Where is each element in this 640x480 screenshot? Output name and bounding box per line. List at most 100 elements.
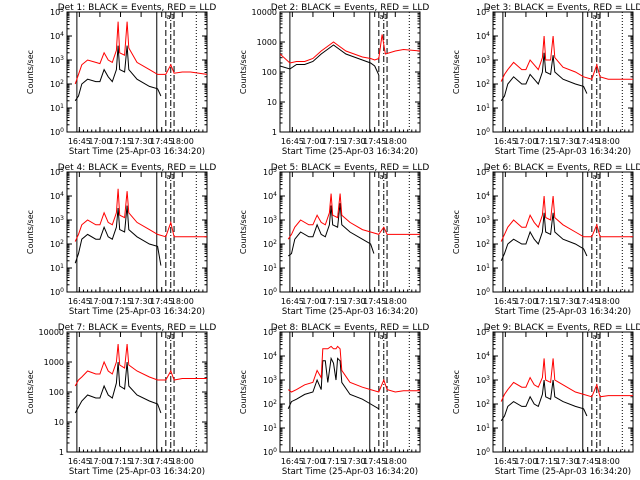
panel-title: Det 9: BLACK = Events, RED = LLD xyxy=(484,323,640,333)
x-axis-label: Start Time (25-Apr-03 16:34:20) xyxy=(282,467,418,477)
y-tick-label: 1000 xyxy=(44,358,64,367)
x-axis-label: Start Time (25-Apr-03 16:34:20) xyxy=(282,147,418,157)
x-tick-label: 17:30 xyxy=(556,457,579,466)
x-tick-label: 18:00 xyxy=(171,297,194,306)
y-tick-label: 103 xyxy=(50,55,64,65)
y-tick-label: 104 xyxy=(476,191,490,201)
y-tick-label: 105 xyxy=(476,167,490,177)
y-tick-label: 100 xyxy=(50,287,64,297)
detector-panel-2: 1 10 100 1000 10000 16:4517:0017:1517:3017:45… xyxy=(239,3,429,157)
panel-title: Det 4: BLACK = Events, RED = LLD xyxy=(58,163,217,173)
y-tick-label: 105 xyxy=(263,167,277,177)
x-tick-label: 17:30 xyxy=(343,297,366,306)
x-tick-label: 17:45 xyxy=(576,297,599,306)
series-line-events xyxy=(287,356,380,410)
x-tick-label: 17:30 xyxy=(130,457,153,466)
y-tick-label: 100 xyxy=(263,287,277,297)
series-line-lld xyxy=(500,195,633,242)
y-tick-label: 104 xyxy=(476,31,490,41)
x-tick-label: 17:30 xyxy=(130,297,153,306)
x-tick-label: 17:45 xyxy=(363,297,386,306)
y-tick-label: 100 xyxy=(49,388,64,397)
x-tick-label: 17:00 xyxy=(301,137,324,146)
plot-frame xyxy=(279,331,421,453)
y-axis-label: Counts/sec xyxy=(26,210,35,254)
x-tick-label: 17:45 xyxy=(576,137,599,146)
y-tick-label: 100 xyxy=(50,127,64,137)
x-axis-label: Start Time (25-Apr-03 16:34:20) xyxy=(69,147,205,157)
x-tick-label: 17:15 xyxy=(322,297,345,306)
y-axis-label: Counts/sec xyxy=(239,370,248,414)
y-tick-label: 103 xyxy=(476,55,490,65)
x-tick-label: 18:00 xyxy=(384,457,407,466)
series-line-lld xyxy=(74,188,207,242)
y-axis-label: Counts/sec xyxy=(26,50,35,94)
y-tick-label: 10 xyxy=(267,98,277,107)
plot-frame xyxy=(66,171,208,293)
x-tick-label: 17:15 xyxy=(535,297,558,306)
x-tick-label: 17:45 xyxy=(363,457,386,466)
series-line-lld xyxy=(287,193,420,240)
y-tick-label: 103 xyxy=(263,375,277,385)
series-line-lld xyxy=(74,21,207,85)
y-axis-label: Counts/sec xyxy=(26,370,35,414)
panel-title: Det 6: BLACK = Events, RED = LLD xyxy=(484,163,640,173)
y-tick-label: 101 xyxy=(50,103,64,113)
y-tick-label: 104 xyxy=(263,191,277,201)
y-tick-label: 102 xyxy=(263,239,277,249)
x-tick-label: 17:30 xyxy=(130,137,153,146)
flag-label: a1 xyxy=(379,173,388,181)
x-tick-label: 17:30 xyxy=(343,137,366,146)
series-line-events xyxy=(74,205,162,266)
x-tick-label: 17:45 xyxy=(576,457,599,466)
y-axis-label: Counts/sec xyxy=(452,370,461,414)
x-axis-label: Start Time (25-Apr-03 16:34:20) xyxy=(69,307,205,317)
y-tick-label: 1 xyxy=(59,448,64,457)
flag-label: a1 xyxy=(592,333,601,341)
y-tick-label: 100 xyxy=(476,127,490,137)
plot-frame xyxy=(279,11,421,133)
y-tick-label: 104 xyxy=(50,31,64,41)
x-tick-label: 17:30 xyxy=(343,457,366,466)
detector-panel-1: 100 101 102 103 104 105 16:4517:0017:1517:3017… xyxy=(26,3,216,157)
y-tick-label: 105 xyxy=(476,327,490,337)
series-line-lld xyxy=(280,34,420,64)
panel-title: Det 2: BLACK = Events, RED = LLD xyxy=(271,3,430,13)
x-tick-label: 17:15 xyxy=(322,457,345,466)
y-axis-label: Counts/sec xyxy=(239,50,248,94)
x-tick-label: 17:45 xyxy=(150,457,173,466)
x-tick-label: 17:00 xyxy=(301,457,324,466)
y-tick-label: 101 xyxy=(263,263,277,273)
series-line-events xyxy=(500,212,588,262)
x-tick-label: 16:45 xyxy=(494,297,517,306)
x-tick-label: 17:15 xyxy=(109,297,132,306)
y-tick-label: 100 xyxy=(263,447,277,457)
y-axis-label: Counts/sec xyxy=(239,210,248,254)
y-tick-label: 105 xyxy=(50,7,64,17)
x-tick-label: 17:45 xyxy=(150,137,173,146)
y-tick-label: 105 xyxy=(476,7,490,17)
x-tick-label: 17:45 xyxy=(150,297,173,306)
series-line-lld xyxy=(74,343,207,387)
x-axis-label: Start Time (25-Apr-03 16:34:20) xyxy=(69,467,205,477)
flag-label: a1 xyxy=(592,173,601,181)
series-line-events xyxy=(287,203,375,257)
y-tick-label: 102 xyxy=(50,79,64,89)
plot-frame xyxy=(492,11,634,133)
y-tick-label: 102 xyxy=(476,399,490,409)
series-line-lld xyxy=(287,345,420,393)
y-tick-label: 103 xyxy=(476,215,490,225)
series-line-events xyxy=(500,379,588,422)
x-tick-label: 16:45 xyxy=(281,297,304,306)
series-line-events xyxy=(500,52,588,102)
flag-label: a1 xyxy=(166,333,175,341)
y-tick-label: 104 xyxy=(476,351,490,361)
y-tick-label: 101 xyxy=(476,103,490,113)
series-line-events xyxy=(74,361,162,414)
x-tick-label: 17:15 xyxy=(535,457,558,466)
x-tick-label: 17:45 xyxy=(363,137,386,146)
y-tick-label: 104 xyxy=(263,351,277,361)
detector-panel-3: 100 101 102 103 104 105 16:4517:0017:1517:3017… xyxy=(452,3,640,157)
y-tick-label: 102 xyxy=(476,79,490,89)
